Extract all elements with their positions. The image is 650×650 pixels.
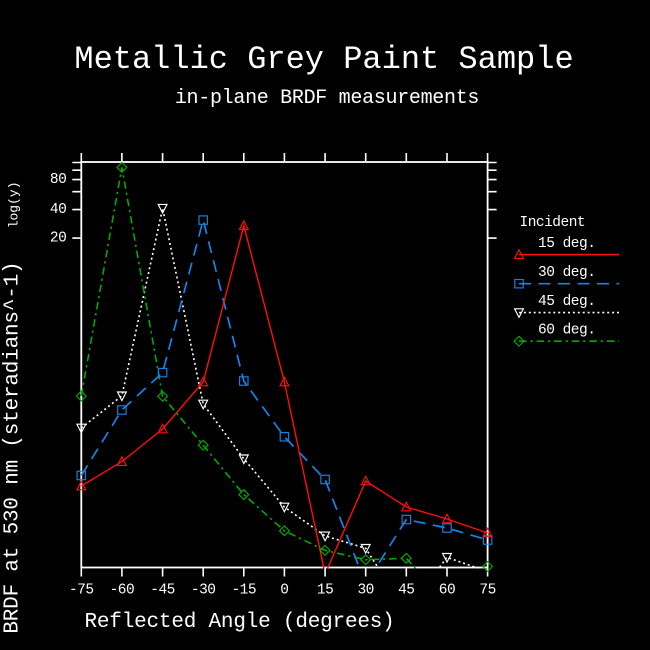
svg-text:60: 60	[439, 583, 455, 599]
svg-text:log(y): log(y)	[7, 181, 22, 228]
svg-text:75: 75	[479, 583, 495, 599]
svg-text:30 deg.: 30 deg.	[538, 265, 595, 281]
svg-text:-45: -45	[150, 583, 175, 599]
svg-text:20: 20	[50, 231, 66, 247]
svg-text:Incident: Incident	[520, 215, 586, 231]
svg-text:60 deg.: 60 deg.	[538, 323, 595, 339]
svg-text:15: 15	[317, 583, 333, 599]
svg-text:Reflected Angle (degrees): Reflected Angle (degrees)	[85, 611, 395, 634]
svg-text:0: 0	[280, 583, 288, 599]
svg-text:30: 30	[357, 583, 373, 599]
svg-text:40: 40	[50, 202, 66, 218]
svg-text:-15: -15	[231, 583, 256, 599]
svg-text:Metallic Grey Paint Sample: Metallic Grey Paint Sample	[74, 41, 573, 78]
svg-text:BRDF at 530 nm (steradians^-1): BRDF at 530 nm (steradians^-1)	[2, 262, 25, 634]
svg-text:45: 45	[398, 583, 414, 599]
svg-text:-75: -75	[69, 583, 94, 599]
svg-text:45 deg.: 45 deg.	[538, 294, 595, 310]
svg-text:-30: -30	[191, 583, 216, 599]
svg-text:80: 80	[50, 172, 66, 188]
svg-text:15 deg.: 15 deg.	[538, 236, 595, 252]
svg-text:-60: -60	[110, 583, 135, 599]
svg-text:in-plane BRDF measurements: in-plane BRDF measurements	[175, 87, 479, 110]
